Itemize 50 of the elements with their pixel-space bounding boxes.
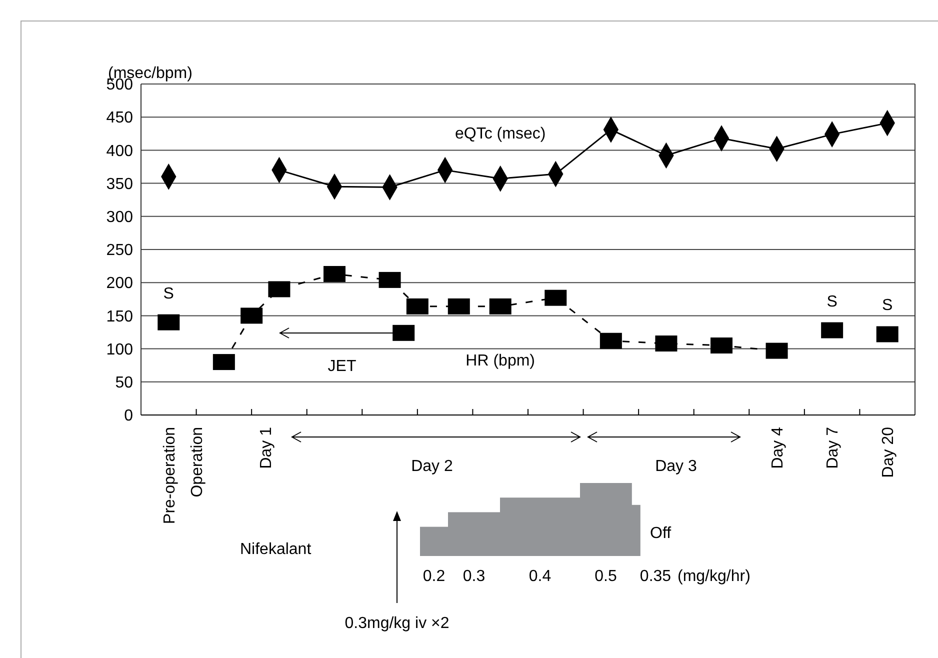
annotation: JET bbox=[328, 358, 356, 375]
x-tick-label: Day 20 bbox=[880, 426, 897, 478]
y-tick-label: 450 bbox=[106, 110, 134, 127]
x-tick-label: Day 4 bbox=[769, 426, 786, 469]
point bbox=[655, 336, 678, 352]
series-label: eQTc (msec) bbox=[455, 126, 546, 143]
point bbox=[324, 266, 346, 282]
point bbox=[821, 322, 844, 338]
x-tick-label: Day 1 bbox=[258, 426, 275, 469]
data-label: S bbox=[882, 297, 893, 314]
x-tick-label: Pre-operation bbox=[161, 427, 178, 524]
point bbox=[710, 337, 732, 354]
y-tick-label: 400 bbox=[106, 142, 134, 160]
y-tick-label: 150 bbox=[106, 308, 134, 326]
text: 0.3mg/kg iv ×2 bbox=[344, 615, 450, 632]
point bbox=[240, 308, 263, 324]
data-label: 0.3 bbox=[462, 568, 486, 585]
data-label: 0.5 bbox=[594, 568, 617, 585]
y-tick-label: 200 bbox=[106, 275, 134, 292]
point bbox=[544, 290, 567, 306]
point bbox=[600, 332, 622, 349]
text: Off bbox=[650, 525, 672, 542]
y-tick-label: 250 bbox=[106, 242, 134, 260]
x-tick-label: Operation bbox=[188, 427, 206, 498]
text: Nifekalant bbox=[240, 541, 312, 558]
text: Day 3 bbox=[655, 458, 697, 475]
data-label: 0.2 bbox=[422, 568, 446, 585]
point bbox=[876, 326, 898, 342]
data-label: S bbox=[163, 285, 174, 302]
data-label: 0.4 bbox=[528, 568, 552, 585]
point bbox=[378, 272, 401, 288]
data-label: S bbox=[826, 293, 838, 310]
y-tick-label: 0 bbox=[124, 408, 134, 425]
data-label: 0.35 bbox=[640, 568, 672, 585]
point bbox=[158, 314, 180, 330]
text: (mg/kg/hr) bbox=[678, 568, 750, 585]
text: HR (bpm) bbox=[466, 352, 536, 370]
point bbox=[392, 324, 415, 341]
y-tick-label: 50 bbox=[115, 374, 134, 392]
point bbox=[448, 298, 470, 314]
y-tick-label: 100 bbox=[106, 341, 134, 358]
x-tick-label: Day 7 bbox=[824, 426, 842, 469]
point bbox=[212, 354, 235, 370]
text: Day 2 bbox=[411, 458, 453, 475]
y-tick-label: 300 bbox=[106, 209, 134, 226]
point bbox=[766, 342, 788, 359]
point bbox=[489, 298, 512, 314]
point bbox=[268, 281, 290, 298]
y-tick-label: 350 bbox=[106, 176, 134, 193]
point bbox=[406, 298, 428, 314]
